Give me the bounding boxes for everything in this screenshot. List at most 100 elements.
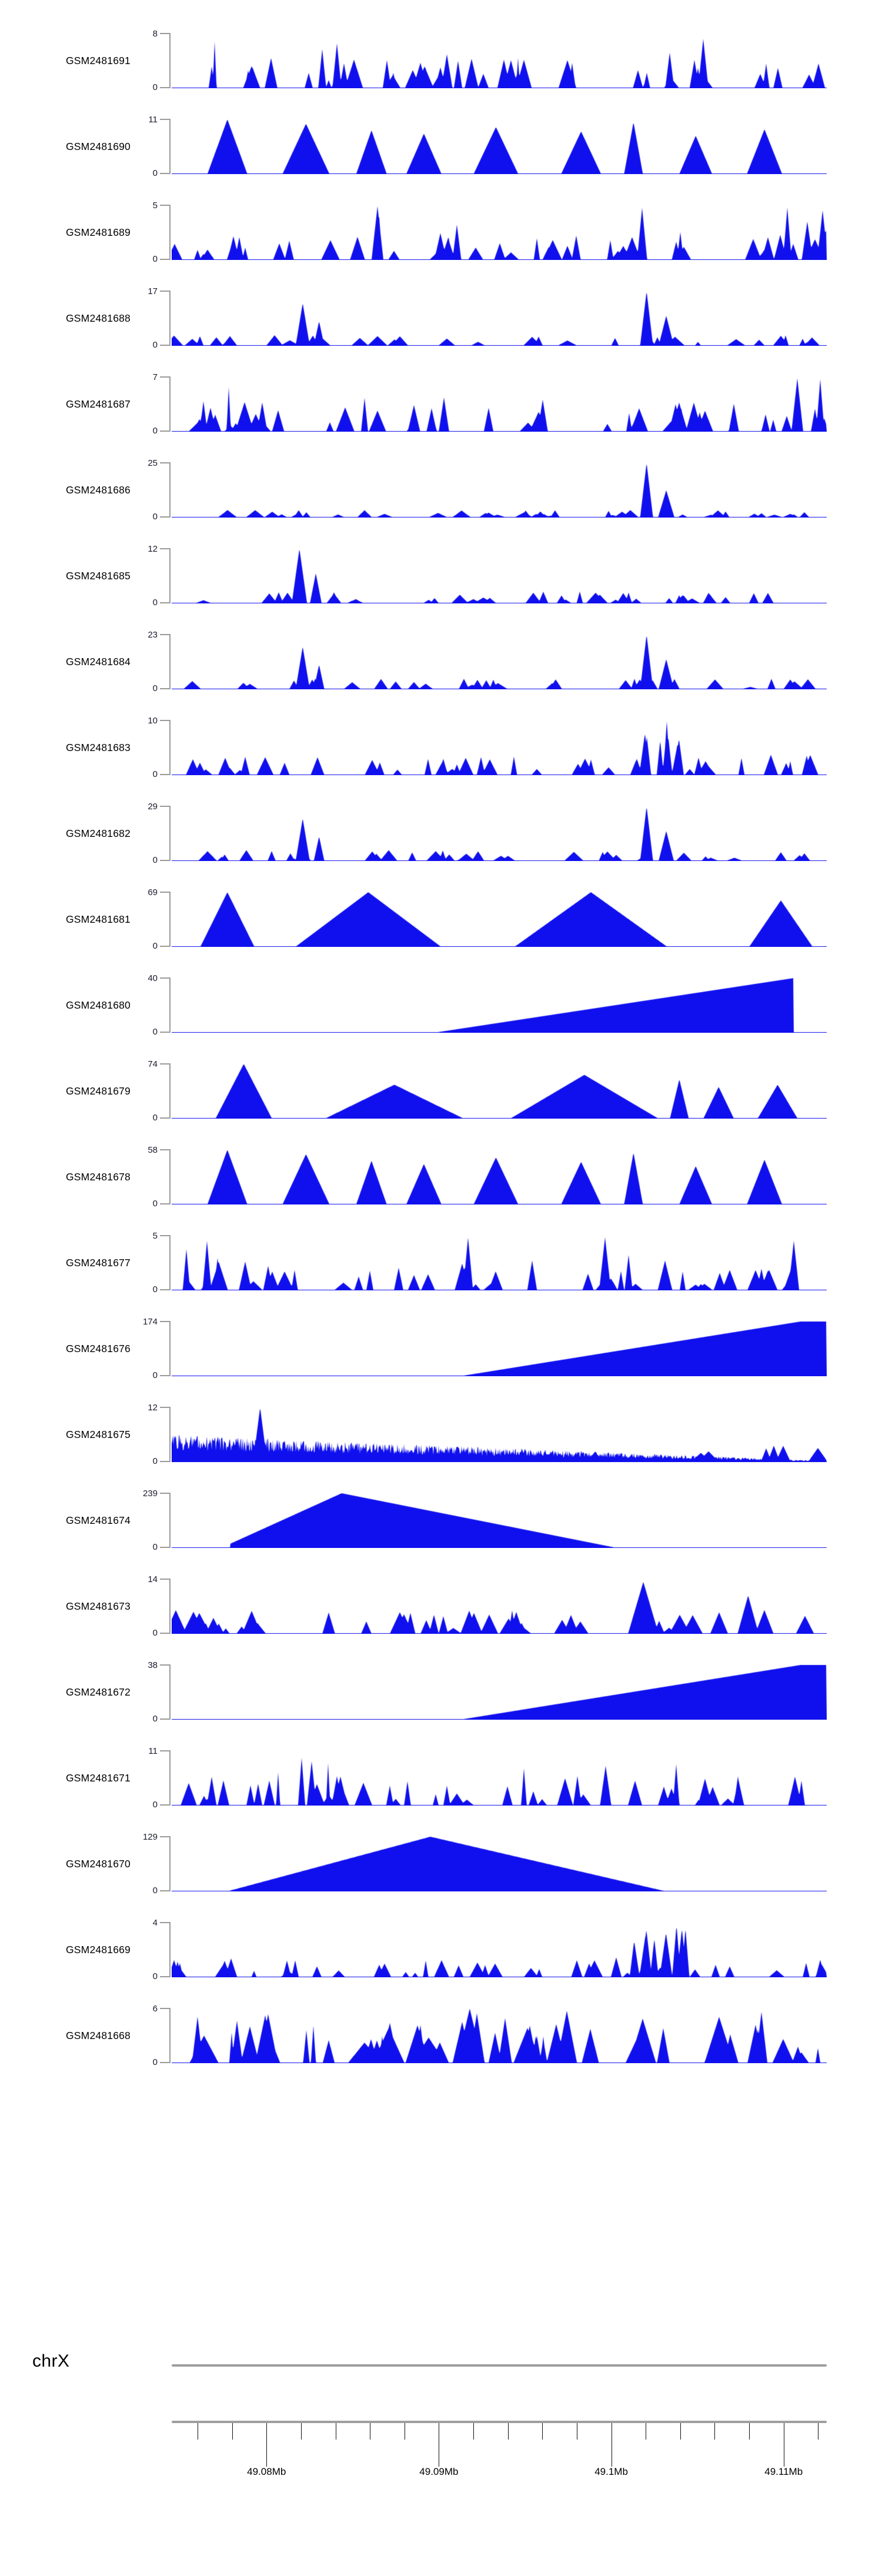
y-axis-max-label: 10	[148, 716, 158, 726]
track-signal-plot[interactable]	[172, 1750, 827, 1806]
y-axis-spine	[169, 806, 171, 861]
track-label: GSM2481680	[66, 999, 131, 1011]
chromosome-ideogram-bar[interactable]	[172, 2364, 827, 2367]
y-axis-tick-max	[160, 1922, 171, 1923]
track-signal-plot[interactable]	[172, 376, 827, 432]
track-y-axis: 69 0	[136, 888, 171, 950]
track-signal-plot[interactable]	[172, 462, 827, 518]
track-signal-plot[interactable]	[172, 1836, 827, 1891]
track-signal-plot[interactable]	[172, 33, 827, 88]
track-row[interactable]: GSM2481677 5 0	[0, 1220, 882, 1306]
track-signal-plot[interactable]	[172, 548, 827, 603]
track-row[interactable]: GSM2481673 14 0	[0, 1563, 882, 1649]
track-row[interactable]: GSM2481687 7 0	[0, 361, 882, 447]
track-signal-plot[interactable]	[172, 1321, 827, 1376]
track-row[interactable]: GSM2481685 12 0	[0, 533, 882, 619]
track-row[interactable]: GSM2481682 29 0	[0, 790, 882, 876]
track-label: GSM2481675	[66, 1428, 131, 1440]
track-signal-plot[interactable]	[172, 720, 827, 775]
y-axis-max-label: 12	[148, 544, 158, 554]
track-label: GSM2481673	[66, 1600, 131, 1612]
track-y-axis: 17 0	[136, 287, 171, 350]
y-axis-max-label: 25	[148, 458, 158, 468]
track-row[interactable]: GSM2481671 11 0	[0, 1735, 882, 1821]
track-row[interactable]: GSM2481668 6 0	[0, 1993, 882, 2078]
y-axis-tick-zero	[160, 345, 171, 346]
track-signal-plot[interactable]	[172, 1149, 827, 1204]
y-axis-tick-max	[160, 1493, 171, 1494]
track-y-axis: 25 0	[136, 458, 171, 522]
track-y-axis: 11 0	[136, 1747, 171, 1809]
y-axis-spine	[169, 548, 171, 603]
y-axis-tick-max	[160, 977, 171, 979]
track-label: GSM2481679	[66, 1085, 131, 1097]
track-row[interactable]: GSM2481669 4 0	[0, 1907, 882, 1993]
track-signal-plot[interactable]	[172, 205, 827, 260]
y-axis-tick-zero	[160, 1890, 171, 1891]
y-axis-tick-zero	[160, 688, 171, 689]
track-signal-plot[interactable]	[172, 1493, 827, 1548]
y-axis-zero-label: 0	[152, 1542, 158, 1552]
signal-canvas	[172, 548, 827, 603]
y-axis-spine	[169, 33, 171, 88]
track-row[interactable]: GSM2481676 174 0	[0, 1306, 882, 1392]
y-axis-spine	[169, 977, 171, 1033]
y-axis-tick-zero	[160, 173, 171, 174]
track-signal-plot[interactable]	[172, 806, 827, 861]
y-axis-max-label: 14	[148, 1574, 158, 1584]
signal-canvas	[172, 33, 827, 88]
track-signal-plot[interactable]	[172, 119, 827, 174]
track-row[interactable]: GSM2481686 25 0	[0, 447, 882, 533]
y-axis-spine	[169, 1235, 171, 1290]
y-axis-zero-label: 0	[152, 512, 158, 522]
track-label: GSM2481668	[66, 2029, 131, 2041]
track-row[interactable]: GSM2481675 12 0	[0, 1392, 882, 1477]
axis-minor-tick	[680, 2423, 681, 2440]
track-signal-plot[interactable]	[172, 1922, 827, 1977]
track-signal-plot[interactable]	[172, 1664, 827, 1720]
y-axis-zero-label: 0	[152, 340, 158, 350]
track-row[interactable]: GSM2481683 10 0	[0, 705, 882, 790]
track-row[interactable]: GSM2481688 17 0	[0, 275, 882, 361]
track-row[interactable]: GSM2481679 74 0	[0, 1048, 882, 1134]
y-axis-tick-max	[160, 548, 171, 549]
track-row[interactable]: GSM2481674 239 0	[0, 1477, 882, 1563]
y-axis-max-label: 11	[148, 115, 158, 125]
y-axis-tick-max	[160, 1235, 171, 1236]
track-signal-plot[interactable]	[172, 1579, 827, 1634]
track-row[interactable]: GSM2481670 129 0	[0, 1821, 882, 1907]
y-axis-spine	[169, 1063, 171, 1119]
track-row[interactable]: GSM2481681 69 0	[0, 876, 882, 962]
track-signal-plot[interactable]	[172, 892, 827, 947]
track-row[interactable]: GSM2481678 58 0	[0, 1134, 882, 1220]
track-row[interactable]: GSM2481672 38 0	[0, 1649, 882, 1735]
track-y-axis: 74 0	[136, 1060, 171, 1122]
track-row[interactable]: GSM2481691 8 0	[0, 18, 882, 104]
y-axis-zero-label: 0	[152, 1199, 158, 1209]
y-axis-tick-zero	[160, 516, 171, 518]
track-signal-plot[interactable]	[172, 291, 827, 346]
track-signal-plot[interactable]	[172, 977, 827, 1033]
track-signal-plot[interactable]	[172, 2008, 827, 2063]
y-axis-tick-max	[160, 1063, 171, 1065]
track-row[interactable]: GSM2481689 5 0	[0, 189, 882, 275]
y-axis-zero-label: 0	[152, 598, 158, 608]
y-axis-spine	[169, 462, 171, 518]
y-axis-spine	[169, 892, 171, 947]
track-label: GSM2481676	[66, 1342, 131, 1354]
track-y-axis: 23 0	[136, 630, 171, 693]
y-axis-spine	[169, 1407, 171, 1462]
track-signal-plot[interactable]	[172, 1235, 827, 1290]
signal-canvas	[172, 1750, 827, 1806]
track-signal-plot[interactable]	[172, 1063, 827, 1119]
track-signal-plot[interactable]	[172, 634, 827, 689]
track-row[interactable]: GSM2481690 11 0	[0, 104, 882, 189]
y-axis-max-label: 7	[152, 372, 158, 382]
signal-canvas	[172, 1836, 827, 1891]
track-signal-plot[interactable]	[172, 1407, 827, 1462]
chromosome-label: chrX	[32, 2351, 70, 2371]
track-row[interactable]: GSM2481680 40 0	[0, 962, 882, 1048]
y-axis-max-label: 239	[142, 1489, 158, 1499]
track-row[interactable]: GSM2481684 23 0	[0, 619, 882, 705]
